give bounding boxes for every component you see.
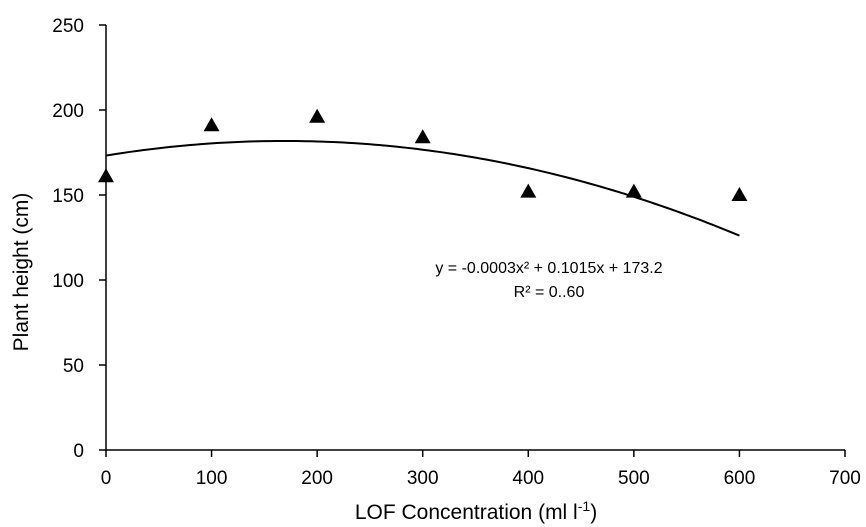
x-tick-label: 300 [407, 468, 439, 489]
data-point-triangle [731, 187, 748, 201]
data-point-triangle [309, 108, 326, 123]
y-axis-title: Plant height (cm) [10, 193, 33, 352]
y-tick-label: 100 [52, 271, 84, 292]
y-tick-label: 150 [52, 186, 84, 207]
data-point-triangle [414, 129, 431, 144]
x-tick-label: 100 [196, 468, 228, 489]
x-tick-label: 700 [829, 468, 861, 489]
x-axis-title-superscript: -1 [578, 498, 591, 514]
x-axis-title-main: LOF Concentration (ml l [355, 501, 578, 524]
x-axis-title-suffix: ) [590, 501, 597, 524]
r-squared-label: R² = 0..60 [514, 284, 585, 301]
y-axis-ticks: 0 50 100 150 200 250 [52, 16, 106, 462]
data-points [98, 108, 748, 201]
x-tick-label: 400 [512, 468, 544, 489]
x-tick-label: 200 [301, 468, 333, 489]
y-tick-label: 0 [73, 441, 84, 462]
plot-area: 0 50 100 150 200 250 0 100 200 300 400 500 600 700 [52, 16, 861, 489]
data-point-triangle [520, 183, 537, 198]
data-point-triangle [625, 183, 642, 198]
y-tick-label: 50 [63, 356, 84, 377]
y-tick-label: 250 [52, 16, 84, 37]
trendline [105, 139, 740, 237]
y-tick-label: 200 [52, 101, 84, 122]
x-axis-title: LOF Concentration (ml l-1) [355, 498, 597, 524]
data-point-triangle [98, 168, 114, 183]
x-tick-label: 0 [101, 468, 112, 489]
x-tick-label: 500 [618, 468, 650, 489]
data-point-triangle [203, 117, 220, 132]
x-axis-ticks: 0 100 200 300 400 500 600 700 [101, 450, 861, 489]
x-tick-label: 600 [724, 468, 756, 489]
trendline-equation: y = -0.0003x² + 0.1015x + 173.2 [435, 260, 662, 277]
